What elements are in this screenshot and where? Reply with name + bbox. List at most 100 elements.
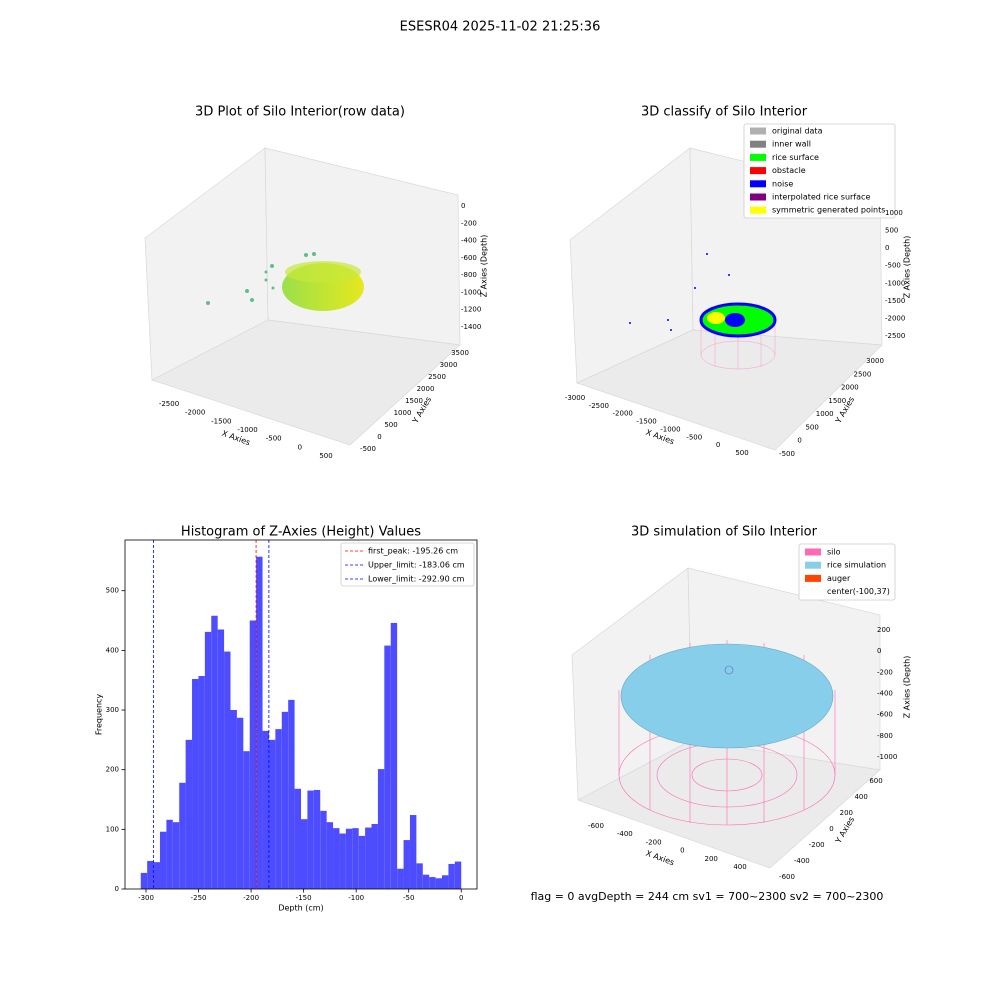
legend-label: first_peak: -195.26 cm — [368, 547, 458, 556]
histogram-bar — [416, 863, 423, 889]
chart-title: 3D simulation of Silo Interior — [631, 525, 818, 540]
x-tick-label: -500 — [686, 433, 702, 441]
histogram-bar — [159, 831, 167, 889]
z-tick-label: -600 — [461, 254, 477, 262]
histogram-bar — [390, 622, 398, 889]
z-tick-label: -1500 — [885, 297, 905, 305]
y-tick-label: 400 — [106, 646, 119, 654]
histogram-bar — [358, 835, 366, 889]
z-tick-label: 0 — [877, 647, 881, 655]
z-tick-label: -400 — [877, 690, 893, 698]
histogram-bar — [320, 810, 327, 889]
z-tick-label: -1000 — [461, 288, 481, 296]
classified-point-cloud — [629, 253, 777, 370]
y-tick-label: 1500 — [828, 397, 846, 405]
y-tick-label: 0 — [377, 433, 381, 441]
z-tick-label: 0 — [885, 244, 889, 252]
y-tick-label: 2500 — [854, 370, 872, 378]
x-tick-label: -3000 — [565, 394, 585, 402]
x-tick-label: 200 — [705, 855, 718, 863]
histogram-bar — [256, 556, 263, 889]
panes — [144, 147, 883, 869]
x-tick-label: 500 — [735, 449, 748, 457]
histogram-bar — [275, 729, 282, 889]
y-tick-label: 600 — [869, 777, 882, 785]
histogram-bar — [409, 815, 417, 889]
z-axis-label: Z Axies (Depth) — [480, 235, 489, 298]
y-tick-label: 3000 — [866, 357, 884, 365]
x-tick-label: -50 — [403, 894, 414, 902]
legend-label: obstacle — [772, 166, 806, 175]
z-tick-label: 500 — [885, 227, 898, 235]
x-tick-label: -2500 — [589, 402, 609, 410]
x-tick-label: -2000 — [613, 410, 633, 418]
legend-swatch — [750, 206, 766, 214]
histogram-bar — [313, 789, 321, 889]
x-tick-label: -2000 — [185, 409, 205, 417]
histogram-bar — [179, 782, 186, 889]
chart-title: 3D classify of Silo Interior — [641, 105, 808, 120]
figure-title: ESESR04 2025-11-02 21:25:36 — [400, 20, 601, 35]
x-tick-label: -200 — [243, 894, 259, 902]
x-tick-label: 0 — [459, 894, 463, 902]
histogram-bar — [294, 788, 301, 889]
y-tick-label: 400 — [854, 793, 867, 801]
y-tick-label: 2500 — [428, 373, 446, 381]
x-tick-label: -150 — [296, 894, 312, 902]
x-tick-label: -2500 — [159, 400, 179, 408]
y-tick-label: 2000 — [841, 384, 859, 392]
z-tick-label: -500 — [885, 262, 901, 270]
legend-label: rice simulation — [827, 561, 886, 570]
z-tick-label: -1200 — [461, 306, 481, 314]
histogram-bar — [147, 860, 154, 889]
y-tick-label: 0 — [797, 437, 801, 445]
x-tick-label: -600 — [588, 822, 604, 830]
y-axis-label: Y Axies — [833, 815, 856, 845]
y-tick-label: 300 — [106, 706, 119, 714]
y-tick-label: 1500 — [405, 397, 423, 405]
z-axis-label: Z Axies (Depth) — [903, 236, 912, 299]
legend-label: interpolated rice surface — [772, 193, 870, 202]
silo-simulation — [618, 640, 836, 826]
y-tick-label: 200 — [840, 809, 853, 817]
x-tick-label: -400 — [617, 830, 633, 838]
z-tick-label: 0 — [461, 202, 465, 210]
x-tick-label: 500 — [319, 452, 332, 460]
legend-label: rice surface — [772, 153, 819, 162]
y-tick-label: 0 — [829, 825, 833, 833]
y-tick-label: 0 — [115, 885, 119, 893]
histogram-bar — [307, 790, 314, 889]
histogram-bar — [211, 615, 218, 889]
x-tick-label: -1500 — [211, 417, 231, 425]
z-tick-label: -2500 — [885, 332, 905, 340]
histogram-bar — [429, 877, 436, 889]
histogram-bar — [224, 651, 231, 889]
histogram-bar — [403, 840, 410, 889]
legend-swatch — [750, 193, 766, 201]
raw-point-cloud — [206, 252, 364, 311]
legend-label: Lower_limit: -292.90 cm — [368, 575, 465, 584]
histogram-bar — [454, 861, 462, 889]
plot-frame — [124, 539, 478, 890]
x-tick-label: -300 — [138, 894, 154, 902]
z-tick-label: 200 — [877, 626, 890, 634]
y-tick-label: 200 — [106, 766, 119, 774]
x-tick-label: -1000 — [660, 425, 680, 433]
histogram-bar — [448, 863, 455, 889]
y-tick-label: 3500 — [451, 349, 469, 357]
histogram-bar — [230, 710, 237, 889]
histogram-bar — [442, 875, 449, 889]
histogram-bar — [236, 717, 244, 889]
legend-label: center(-100,37) — [827, 587, 890, 596]
z-tick-label: -200 — [461, 219, 477, 227]
legend-swatch — [750, 153, 766, 161]
histogram-bar — [172, 822, 180, 889]
x-tick-label: -1500 — [636, 418, 656, 426]
y-tick-label: 1000 — [394, 409, 412, 417]
legend-label: symmetric generated points — [772, 206, 885, 215]
z-axis-label: Z Axies (Depth) — [903, 656, 912, 719]
histogram-bar — [384, 645, 391, 889]
legend-label: Upper_limit: -183.06 cm — [368, 561, 465, 570]
y-tick-label: 500 — [805, 423, 818, 431]
